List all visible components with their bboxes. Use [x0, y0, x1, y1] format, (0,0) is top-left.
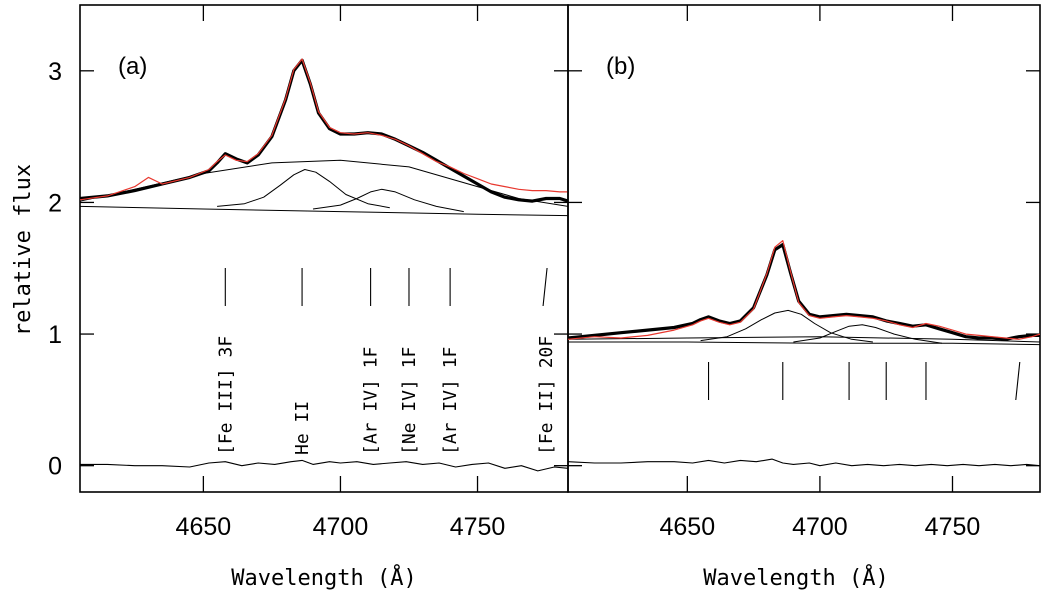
- x-tick-label: 4700: [792, 513, 848, 541]
- component-line: [80, 205, 568, 217]
- x-tick-label: 4650: [660, 513, 716, 541]
- line-id-label: [Ar IV] 1F: [361, 347, 382, 455]
- data-line: [80, 58, 568, 203]
- x-axis-label: Wavelength (Å): [231, 564, 416, 591]
- panel-label: (a): [118, 53, 147, 80]
- line-id-label: [Ar IV] 1F: [440, 347, 461, 455]
- line-id-marker: [542, 267, 548, 307]
- line-id-label: [Ne IV] 1F: [399, 347, 420, 455]
- x-tick-label: 4750: [450, 513, 506, 541]
- series-group: [568, 240, 1040, 467]
- line-id-label: [Fe II] 20F: [536, 336, 557, 455]
- residual-line: [80, 459, 568, 472]
- component-line: [700, 309, 873, 343]
- panel-b: 4650 4700 4750 Wavelength (Å) (b): [567, 4, 1041, 591]
- y-tick-label: 3: [48, 58, 62, 86]
- line-id-marker: [1015, 361, 1021, 401]
- x-axis-label: Wavelength (Å): [703, 564, 888, 591]
- panel-label: (b): [606, 53, 635, 80]
- y-tick-label: 0: [48, 453, 62, 481]
- component-line: [793, 324, 942, 344]
- line-id-label: He II: [292, 401, 313, 455]
- panel-a: 4650 4700 4750 Wavelength (Å) (a) [Fe III] 3F…: [79, 4, 569, 591]
- panel-frame: [79, 4, 569, 493]
- residual-line: [568, 458, 1040, 467]
- x-tick-label: 4750: [925, 513, 981, 541]
- component-line: [80, 159, 568, 207]
- y-tick-label: 2: [48, 189, 62, 217]
- component-line: [217, 169, 390, 209]
- data-line: [568, 243, 1040, 341]
- x-tick-label: 4700: [313, 513, 369, 541]
- fit-line: [568, 240, 1040, 340]
- y-tick-labels: 0 1 2 3: [48, 58, 62, 481]
- line-id-label: [Fe III] 3F: [215, 336, 236, 455]
- component-line: [568, 336, 1040, 343]
- component-line: [568, 341, 1040, 346]
- component-line: [312, 188, 464, 213]
- y-axis-label: relative flux: [11, 164, 36, 336]
- series-group: [80, 58, 568, 472]
- x-tick-label: 4650: [176, 513, 232, 541]
- fit-line: [80, 58, 568, 201]
- panel-frame: [567, 4, 1041, 493]
- y-tick-label: 1: [48, 321, 62, 349]
